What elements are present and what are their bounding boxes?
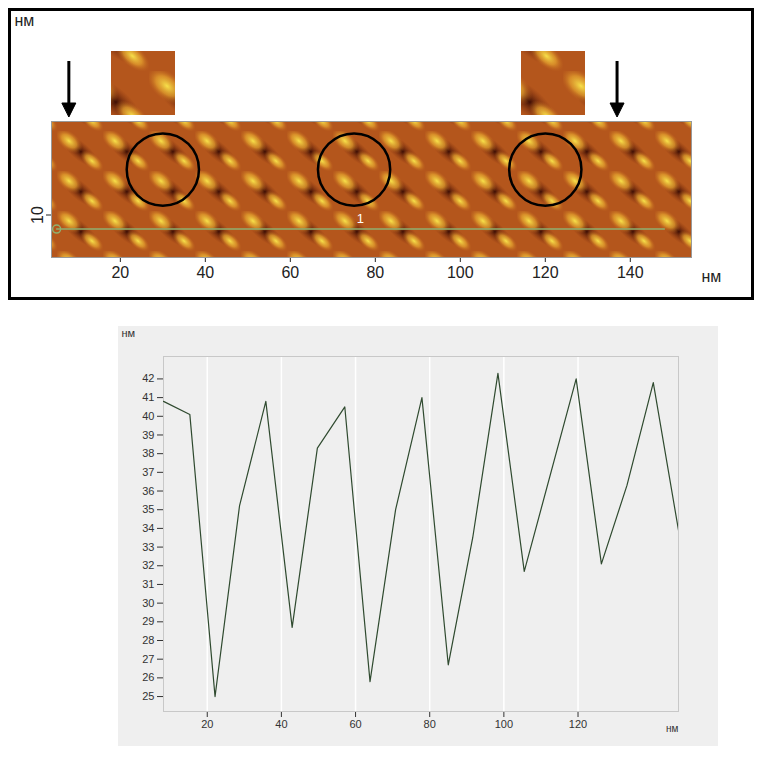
svg-text:80: 80 [366,264,384,281]
svg-text:нм: нм [15,12,35,29]
svg-text:нм: нм [702,268,722,285]
svg-text:100: 100 [447,264,474,281]
svg-text:20: 20 [111,264,129,281]
svg-text:нм: нм [122,327,136,339]
svg-text:32: 32 [142,559,154,571]
svg-text:27: 27 [142,653,154,665]
svg-text:1: 1 [357,211,364,226]
svg-text:28: 28 [142,634,154,646]
svg-text:нм: нм [666,723,679,734]
svg-text:140: 140 [617,264,644,281]
svg-text:25: 25 [142,690,154,702]
svg-text:10: 10 [29,206,46,224]
svg-text:37: 37 [142,466,154,478]
svg-text:29: 29 [142,615,154,627]
svg-text:60: 60 [281,264,299,281]
svg-text:42: 42 [142,372,154,384]
svg-text:40: 40 [142,410,154,422]
svg-text:39: 39 [142,428,154,440]
svg-text:30: 30 [142,597,154,609]
svg-text:34: 34 [142,522,154,534]
svg-text:80: 80 [424,718,436,730]
svg-text:40: 40 [275,718,287,730]
svg-text:40: 40 [196,264,214,281]
svg-text:31: 31 [142,578,154,590]
svg-text:33: 33 [142,541,154,553]
svg-text:35: 35 [142,503,154,515]
svg-text:100: 100 [495,718,513,730]
svg-text:36: 36 [142,485,154,497]
svg-text:38: 38 [142,447,154,459]
svg-text:60: 60 [349,718,361,730]
svg-text:120: 120 [569,718,587,730]
svg-text:41: 41 [142,391,154,403]
svg-text:26: 26 [142,671,154,683]
svg-text:20: 20 [201,718,213,730]
svg-text:120: 120 [532,264,559,281]
